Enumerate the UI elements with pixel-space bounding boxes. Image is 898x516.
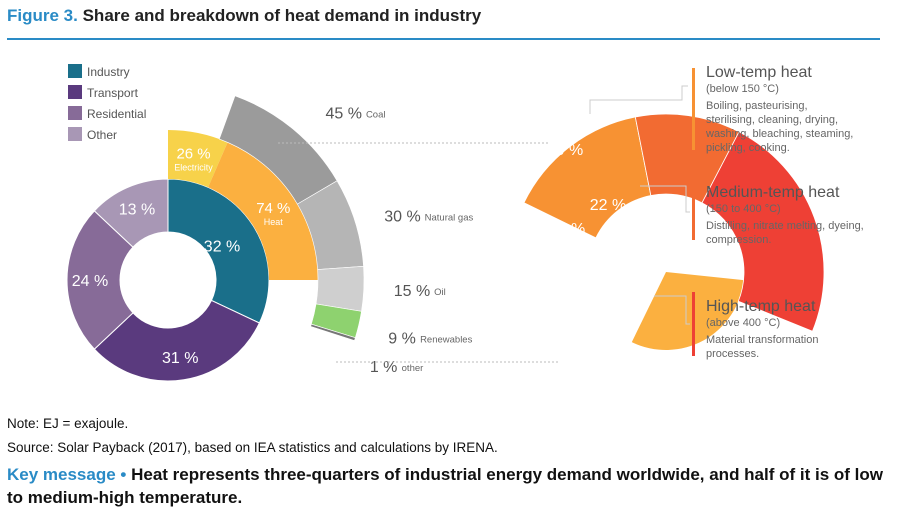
source-label-oil: Oil	[434, 287, 446, 298]
source-value-natural-gas: 30 %	[384, 209, 420, 226]
legend-label-residential: Residential	[87, 107, 146, 121]
industry-value-electricity: 26 %	[176, 146, 210, 163]
temp-desc-high-temp-heat: Material transformation	[706, 334, 819, 346]
industry-label-heat: Heat	[264, 217, 284, 227]
sector-value-transport: 31 %	[162, 350, 198, 367]
heat-total-equals: =	[563, 252, 571, 268]
source-label-natural-gas: Natural gas	[425, 213, 474, 224]
source-label-renewables: Renewables	[420, 335, 473, 346]
temp-desc-medium-temp-heat: Distilling, nitrate melting, dyeing,	[706, 220, 864, 232]
temp-connector-high	[654, 295, 690, 325]
temp-bar-medium-temp-heat	[692, 180, 695, 240]
temp-bar-low-temp-heat	[692, 68, 695, 150]
legend-label-transport: Transport	[87, 86, 139, 100]
temp-value-high-temp-heat: 48 %	[608, 287, 644, 304]
source-value-other: 1 %	[370, 359, 398, 376]
figure-number: Figure 3.	[7, 6, 78, 25]
legend-swatch-residential	[68, 106, 82, 120]
legend-swatch-other	[68, 127, 82, 141]
heat-total-fan	[631, 272, 744, 350]
source-label-other: other	[402, 363, 424, 374]
temp-connector-medium	[640, 185, 690, 213]
source-value-renewables: 9 %	[388, 331, 416, 348]
temp-title-low-temp-heat: Low-temp heat	[706, 64, 812, 81]
sector-slice-residential	[66, 210, 134, 350]
source-slice-other	[310, 323, 356, 341]
temp-desc-medium-temp-heat: compression.	[706, 234, 771, 246]
industry-label-electricity: Electricity	[174, 163, 213, 173]
temp-bar-high-temp-heat	[692, 292, 695, 356]
legend-label-industry: Industry	[87, 65, 130, 79]
source-text: Source: Solar Payback (2017), based on I…	[7, 440, 498, 455]
temp-range-high-temp-heat: (above 400 °C)	[706, 317, 780, 329]
temp-desc-low-temp-heat: washing, bleaching, steaming,	[705, 128, 853, 140]
heat-total-ej: 85 EJ	[547, 269, 588, 286]
temp-desc-high-temp-heat: processes.	[706, 348, 759, 360]
temp-title-medium-temp-heat: Medium-temp heat	[706, 184, 840, 201]
heat-total-value: 74 %	[549, 221, 585, 238]
temp-connector-low	[589, 85, 688, 114]
sector-slice-transport	[93, 299, 261, 382]
figure-title: Figure 3. Share and breakdown of heat de…	[7, 6, 481, 26]
sector-value-other: 13 %	[119, 201, 155, 218]
sector-slice-other	[93, 178, 169, 248]
industry-slice-electricity	[168, 130, 228, 188]
legend-swatch-transport	[68, 85, 82, 99]
temp-range-medium-temp-heat: (150 to 400 °C)	[706, 203, 781, 215]
key-message-text: Heat represents three-quarters of indust…	[7, 465, 883, 507]
legend-swatch-industry	[68, 64, 82, 78]
figure-title-text: Share and breakdown of heat demand in in…	[82, 6, 482, 25]
temp-desc-low-temp-heat: pickling, cooking.	[706, 142, 790, 154]
temp-slice-high-temp-heat	[701, 131, 825, 332]
source-label-coal: Coal	[366, 110, 386, 121]
temp-title-high-temp-heat: High-temp heat	[706, 298, 816, 315]
temp-slice-low-temp-heat	[523, 116, 652, 239]
sector-value-industry: 32 %	[204, 239, 240, 256]
temp-value-medium-temp-heat: 22 %	[590, 197, 626, 214]
industry-value-heat: 74 %	[256, 200, 290, 217]
title-rule	[7, 38, 880, 40]
temp-desc-low-temp-heat: Boiling, pasteurising,	[706, 100, 808, 112]
temp-desc-low-temp-heat: sterilising, cleaning, drying,	[706, 114, 838, 126]
key-message: Key message • Heat represents three-quar…	[7, 463, 887, 509]
sector-value-residential: 24 %	[72, 273, 108, 290]
note-text: Note: EJ = exajoule.	[7, 416, 129, 431]
industry-slice-heat	[208, 142, 318, 280]
source-value-coal: 45 %	[326, 106, 362, 123]
heat-total-label: Heat	[557, 239, 577, 249]
legend-label-other: Other	[87, 128, 117, 142]
source-value-oil: 15 %	[394, 283, 430, 300]
key-message-label: Key message •	[7, 465, 127, 484]
source-slice-oil	[315, 266, 365, 312]
temp-value-low-temp-heat: 30 %	[547, 142, 583, 159]
temp-range-low-temp-heat: (below 150 °C)	[706, 83, 779, 95]
